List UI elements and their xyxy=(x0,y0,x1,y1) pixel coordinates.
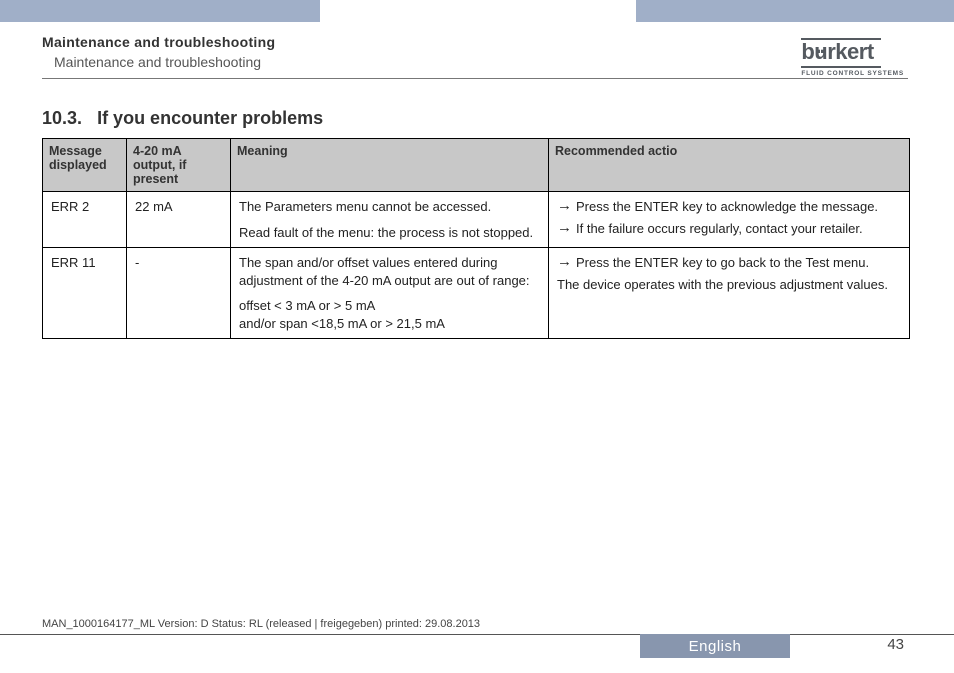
meaning-text: offset < 3 mA or > 5 mA xyxy=(239,297,540,315)
section-title-text: If you encounter problems xyxy=(97,108,323,128)
cell-message: ERR 11 xyxy=(43,248,127,339)
col-header-action: Recommended actio xyxy=(549,139,910,192)
language-tab: English xyxy=(640,634,790,658)
action-plain-text: The device operates with the previous ad… xyxy=(557,276,901,294)
action-item: → Press the ENTER key to go back to the … xyxy=(557,254,901,272)
arrow-icon: → xyxy=(557,220,572,238)
col-header-meaning: Meaning xyxy=(231,139,549,192)
arrow-icon: → xyxy=(557,254,572,272)
action-text: Press the ENTER key to acknowledge the m… xyxy=(576,198,901,216)
meaning-text: The Parameters menu cannot be accessed. xyxy=(239,198,540,216)
cell-action: → Press the ENTER key to acknowledge the… xyxy=(549,192,910,248)
cell-output: 22 mA xyxy=(127,192,231,248)
meaning-text: The span and/or offset values entered du… xyxy=(239,254,540,289)
brand-logo: .. burkert FLUID CONTROL SYSTEMS xyxy=(801,36,904,77)
top-bar-left xyxy=(0,0,320,22)
meaning-text: and/or span <18,5 mA or > 21,5 mA xyxy=(239,315,540,333)
col-header-message: Message displayed xyxy=(43,139,127,192)
arrow-icon: → xyxy=(557,198,572,216)
section-number: 10.3. xyxy=(42,108,82,128)
logo-tagline: FLUID CONTROL SYSTEMS xyxy=(801,70,904,77)
cell-meaning: The span and/or offset values entered du… xyxy=(231,248,549,339)
top-bar-right xyxy=(636,0,954,22)
header-sub: Maintenance and troubleshooting xyxy=(54,54,908,70)
cell-message: ERR 2 xyxy=(43,192,127,248)
cell-output: - xyxy=(127,248,231,339)
section-heading: 10.3. If you encounter problems xyxy=(42,108,323,129)
header-rule xyxy=(42,78,908,79)
page-header: Maintenance and troubleshooting Maintena… xyxy=(42,34,908,70)
meaning-text: Read fault of the menu: the process is n… xyxy=(239,224,540,242)
action-text: Press the ENTER key to go back to the Te… xyxy=(576,254,901,272)
document-id: MAN_1000164177_ML Version: D Status: RL … xyxy=(42,618,480,630)
top-color-bars xyxy=(0,0,954,22)
cell-meaning: The Parameters menu cannot be accessed. … xyxy=(231,192,549,248)
logo-word: burkert xyxy=(801,42,873,62)
action-item: → If the failure occurs regularly, conta… xyxy=(557,220,901,238)
footer-rule xyxy=(0,634,954,635)
header-main: Maintenance and troubleshooting xyxy=(42,34,908,50)
page-number: 43 xyxy=(887,636,904,653)
cell-action: → Press the ENTER key to go back to the … xyxy=(549,248,910,339)
action-item: → Press the ENTER key to acknowledge the… xyxy=(557,198,901,216)
table-row: ERR 2 22 mA The Parameters menu cannot b… xyxy=(43,192,910,248)
table-row: ERR 11 - The span and/or offset values e… xyxy=(43,248,910,339)
action-text: If the failure occurs regularly, contact… xyxy=(576,220,901,238)
table-header-row: Message displayed 4-20 mA output, if pre… xyxy=(43,139,910,192)
troubleshooting-table: Message displayed 4-20 mA output, if pre… xyxy=(42,138,910,339)
col-header-output: 4-20 mA output, if present xyxy=(127,139,231,192)
